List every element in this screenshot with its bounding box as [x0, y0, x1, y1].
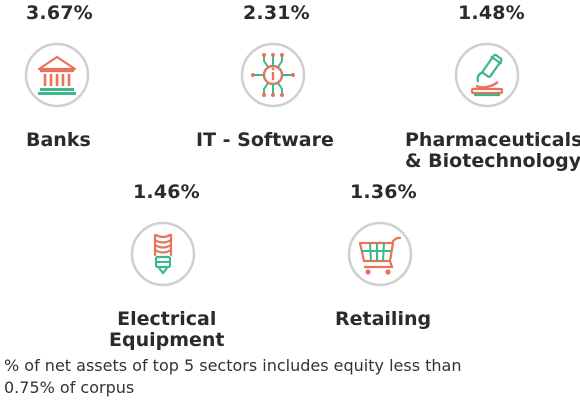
sector-name-electrical-equipment: Electrical Equipment — [109, 309, 225, 351]
sector-name-pharmaceuticals: Pharmaceuticals & Biotechnology — [405, 130, 580, 172]
sector-percent-pharmaceuticals: 1.48% — [458, 2, 525, 24]
sector-name-line: Equipment — [109, 329, 225, 351]
sector-name-line: Banks — [26, 129, 91, 151]
microscope-icon — [454, 42, 520, 108]
footnote-line-2: 0.75% of corpus — [4, 378, 135, 397]
circuit-chip-icon — [240, 42, 306, 108]
sector-name-line: Electrical — [117, 308, 217, 330]
sector-percent-banks: 3.67% — [26, 2, 93, 24]
sector-name-retailing: Retailing — [335, 309, 431, 330]
sector-name-banks: Banks — [26, 130, 91, 151]
sector-name-it-software: IT - Software — [196, 130, 334, 151]
sector-name-line: & Biotechnology — [405, 150, 580, 172]
sector-percent-it-software: 2.31% — [243, 2, 310, 24]
footnote: % of net assets of top 5 sectors include… — [4, 355, 544, 399]
shopping-cart-icon — [347, 221, 413, 287]
sector-percent-retailing: 1.36% — [350, 181, 417, 203]
sector-name-line: IT - Software — [196, 129, 334, 151]
footnote-line-1: % of net assets of top 5 sectors include… — [4, 356, 462, 375]
sector-name-line: Retailing — [335, 308, 432, 330]
bank-icon — [24, 42, 90, 108]
sector-name-line: Pharmaceuticals — [405, 129, 580, 151]
sector-percent-electrical-equipment: 1.46% — [133, 181, 200, 203]
light-bulb-icon — [130, 221, 196, 287]
